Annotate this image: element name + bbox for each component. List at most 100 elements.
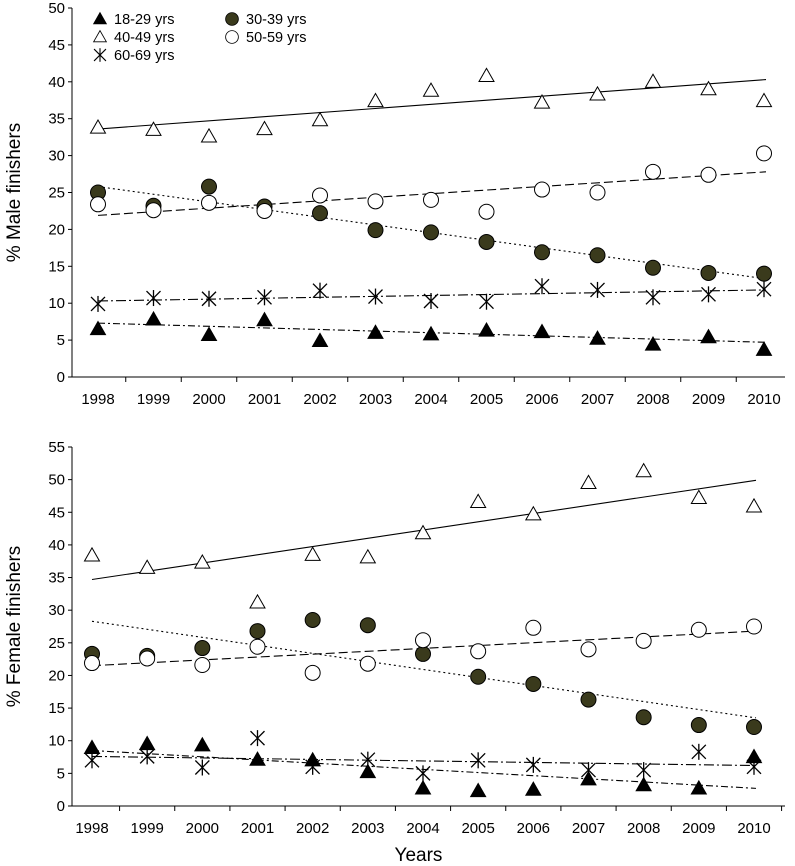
data-point (479, 293, 494, 310)
legend-label-s18: 18-29 yrs (114, 12, 174, 28)
data-point (745, 497, 763, 513)
legend-marker-s50 (225, 30, 239, 44)
y-tick-label: 45 (48, 504, 65, 521)
data-point (589, 330, 606, 345)
legend-marker-s40 (92, 29, 108, 43)
data-point (201, 290, 217, 307)
data-point (359, 763, 377, 779)
data-point (84, 752, 100, 769)
data-point (524, 781, 542, 796)
data-point (635, 776, 653, 792)
data-point (312, 187, 328, 204)
data-point (249, 623, 266, 640)
data-point (138, 735, 156, 751)
x-tick-label: 2007 (581, 391, 614, 408)
data-point (256, 311, 273, 327)
data-point (581, 762, 596, 779)
data-point (250, 730, 265, 747)
data-point (690, 489, 708, 505)
data-point (312, 205, 328, 222)
data-point (256, 120, 273, 136)
data-point (368, 288, 383, 305)
data-point (423, 191, 439, 208)
data-point (256, 202, 273, 219)
data-point (311, 332, 329, 347)
legend-marker (225, 12, 239, 26)
data-point (304, 546, 322, 561)
data-point (700, 328, 717, 344)
y-tick-label: 35 (48, 111, 65, 128)
data-point (478, 67, 495, 83)
legend-label-s30: 30-39 yrs (246, 12, 306, 28)
data-point (145, 202, 162, 219)
data-point (645, 289, 661, 306)
data-point (414, 779, 432, 795)
data-point (589, 247, 606, 264)
y-tick-label: 0 (57, 798, 65, 815)
data-point (422, 325, 440, 341)
data-point (746, 719, 762, 736)
data-point (146, 290, 161, 307)
male-finishers-chart: 0 5 10 15 20 25 30 35 40 45 50 1998 1999 2000 2001 2002… (4, 0, 785, 408)
series-s18 (83, 735, 763, 798)
data-point (89, 320, 107, 336)
y-tick-label: 50 (48, 472, 65, 489)
x-tick-label: 2010 (747, 391, 780, 408)
data-point (580, 474, 597, 490)
data-point (194, 640, 211, 657)
data-point (700, 264, 717, 281)
y-tick-label: 40 (48, 74, 65, 91)
y-tick-label: 30 (48, 602, 65, 619)
x-tick-label: 2005 (461, 820, 494, 837)
data-point (193, 554, 211, 569)
series-s30 (84, 611, 762, 736)
data-point (359, 617, 376, 634)
data-point (90, 196, 106, 213)
female-finishers-chart: 0 5 10 15 20 25 30 35 40 45 50 55 1998 1999 2000 2001 20… (4, 439, 785, 866)
data-point (746, 758, 762, 775)
data-point (367, 324, 384, 339)
x-tick-label: 2006 (517, 820, 550, 837)
data-point (200, 127, 218, 143)
data-point (580, 770, 597, 786)
series-s50 (84, 618, 762, 681)
data-point (478, 233, 495, 250)
data-point (359, 548, 377, 564)
series-s50 (90, 145, 772, 220)
data-point (423, 224, 439, 241)
legend-label-s60: 60-69 yrs (114, 48, 174, 64)
data-point (644, 73, 662, 88)
data-point (533, 323, 551, 339)
y-tick-label: 30 (48, 148, 65, 165)
series-s60 (84, 730, 762, 782)
data-point (359, 655, 376, 672)
x-tick-label: 2009 (692, 391, 725, 408)
data-point (145, 121, 162, 136)
legend-marker (225, 30, 239, 44)
x-tick-label: 2004 (406, 820, 439, 837)
series-s40 (83, 462, 763, 609)
data-point (470, 752, 486, 769)
data-point (249, 638, 266, 655)
y-tick-label: 25 (48, 635, 65, 652)
data-point (590, 281, 605, 298)
data-point (304, 664, 321, 681)
data-point (700, 166, 717, 183)
data-point (414, 524, 432, 540)
data-point (756, 281, 772, 298)
data-point (469, 493, 487, 508)
data-point (525, 675, 542, 692)
data-point (415, 645, 431, 662)
data-point (636, 762, 652, 779)
y-tick-label: 5 (57, 765, 65, 782)
x-tick-label: 2007 (572, 820, 605, 837)
legend-marker-s60 (93, 48, 107, 62)
x-tick-label: 2005 (470, 391, 503, 408)
x-tick-label: 1999 (130, 820, 163, 837)
data-point (534, 278, 550, 295)
x-tick-label: 2008 (627, 820, 660, 837)
data-point (84, 655, 100, 672)
legend-marker (92, 11, 108, 25)
data-point (193, 736, 211, 752)
y-tick-label: 10 (48, 733, 65, 750)
